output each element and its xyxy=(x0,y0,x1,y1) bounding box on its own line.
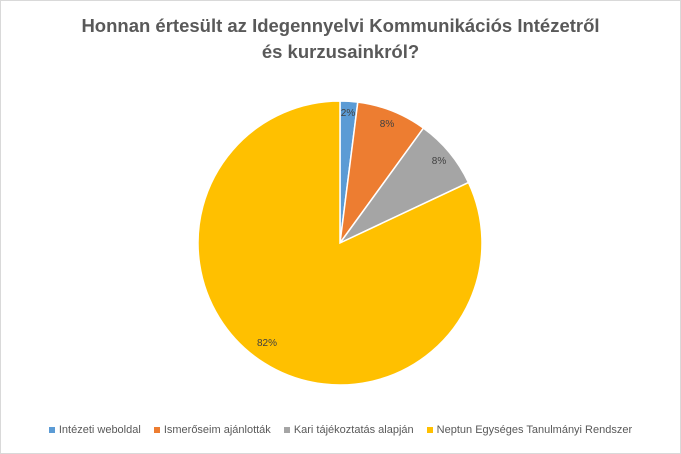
legend-item-3: Kari tájékoztatás alapján xyxy=(283,424,414,436)
legend-item-1: Intézeti weboldal xyxy=(48,424,141,436)
legend-label-3: Kari tájékoztatás alapján xyxy=(293,424,414,436)
chart-title: Honnan értesült az Idegennyelvi Kommunik… xyxy=(81,15,600,62)
legend-label-1: Intézeti weboldal xyxy=(58,424,141,436)
data-label-1: 2% xyxy=(341,108,356,119)
legend-swatch-4 xyxy=(426,427,433,433)
legend-item-2: Ismerőseim ajánlották xyxy=(153,424,271,436)
legend-swatch-3 xyxy=(283,427,290,433)
legend-label-2: Ismerőseim ajánlották xyxy=(163,424,271,436)
legend-swatch-2 xyxy=(153,427,160,433)
data-label-2: 8% xyxy=(380,119,395,130)
chart-legend: Intézeti weboldal Ismerőseim ajánlották Ka… xyxy=(1,424,680,436)
legend-item-4: Neptun Egységes Tanulmányi Rendszer xyxy=(426,424,633,436)
pie-slice-4 xyxy=(197,100,483,386)
data-label-3: 8% xyxy=(432,156,447,167)
legend-swatch-1 xyxy=(48,427,55,433)
legend-label-4: Neptun Egységes Tanulmányi Rendszer xyxy=(436,424,633,436)
data-label-4: 82% xyxy=(257,338,277,349)
